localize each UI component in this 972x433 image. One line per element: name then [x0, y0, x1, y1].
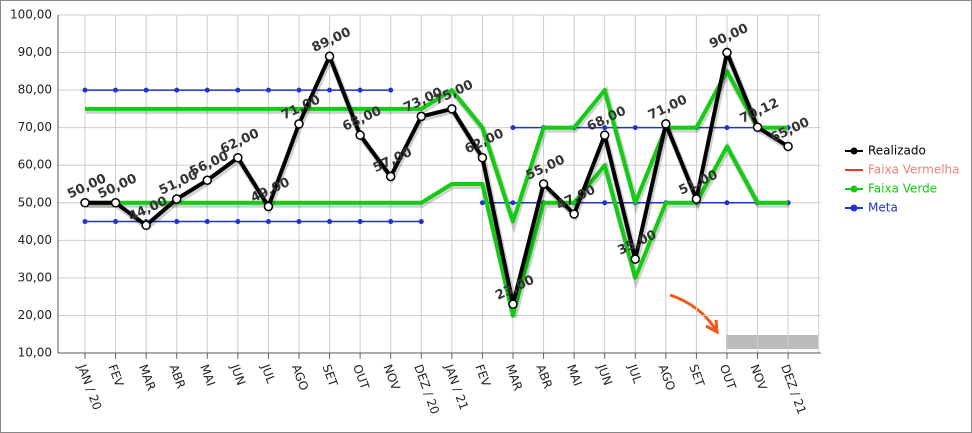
legend-label: Faixa Vermelha — [868, 163, 960, 177]
y-tick-label: 100,00 — [10, 8, 52, 22]
point — [661, 119, 671, 129]
point — [357, 87, 363, 93]
point — [174, 219, 180, 225]
point — [204, 219, 210, 225]
point — [416, 111, 427, 122]
legend-label: Realizado — [868, 144, 926, 158]
y-tick-label: 40,00 — [18, 233, 52, 247]
legend-label: Faixa Verde — [868, 182, 937, 196]
series-line — [85, 144, 789, 318]
y-tick-label: 80,00 — [18, 83, 52, 97]
point — [174, 87, 180, 93]
point — [80, 198, 90, 208]
point — [752, 122, 763, 132]
point — [355, 130, 365, 140]
point — [202, 175, 213, 185]
point — [235, 87, 241, 93]
point — [569, 209, 579, 219]
point — [357, 219, 363, 225]
point — [296, 87, 302, 93]
point — [294, 119, 304, 129]
point — [171, 194, 182, 204]
y-tick-label: 70,00 — [18, 120, 52, 134]
point — [508, 299, 518, 309]
point — [479, 200, 485, 206]
legend-dot — [850, 204, 858, 212]
y-tick-label: 50,00 — [18, 195, 52, 209]
legend-dot — [850, 185, 858, 193]
point — [113, 219, 119, 225]
y-tick-label: 90,00 — [18, 45, 52, 59]
point — [263, 201, 274, 212]
point — [82, 219, 88, 225]
line-shadow — [86, 67, 790, 234]
y-tick-label: 10,00 — [18, 346, 52, 360]
y-tick-label: 60,00 — [18, 158, 52, 172]
point — [327, 87, 333, 93]
point — [235, 219, 241, 225]
point — [141, 220, 151, 231]
point — [296, 219, 302, 225]
point — [327, 219, 333, 225]
point — [510, 125, 516, 131]
series-line — [85, 69, 789, 224]
point — [510, 200, 516, 206]
point — [691, 194, 702, 204]
point — [477, 152, 488, 163]
point — [599, 130, 610, 140]
legend-label: Meta — [868, 201, 898, 215]
point — [630, 254, 641, 264]
legend-dot — [850, 147, 858, 155]
series-line — [85, 50, 790, 307]
y-tick-label: 30,00 — [18, 270, 52, 284]
point — [265, 219, 271, 225]
point — [388, 219, 394, 225]
y-tick-label: 20,00 — [18, 308, 52, 322]
point — [602, 200, 608, 206]
point — [204, 87, 210, 93]
point — [418, 219, 424, 225]
line-shadow — [86, 142, 790, 319]
point — [447, 104, 457, 114]
x-tick-label: JUL — [258, 361, 278, 385]
point — [110, 198, 121, 208]
point — [388, 87, 394, 93]
point — [82, 87, 88, 93]
point — [233, 152, 243, 163]
point — [602, 125, 608, 131]
point — [143, 87, 149, 93]
point — [722, 47, 732, 58]
gray-bar — [726, 335, 818, 349]
point — [724, 125, 730, 131]
point — [783, 141, 793, 152]
point — [265, 87, 271, 93]
point — [385, 171, 396, 182]
point — [724, 200, 730, 206]
point — [632, 125, 638, 131]
point — [538, 179, 549, 189]
point — [113, 87, 119, 93]
x-tick-label: JUL — [625, 361, 645, 385]
point — [324, 51, 335, 62]
